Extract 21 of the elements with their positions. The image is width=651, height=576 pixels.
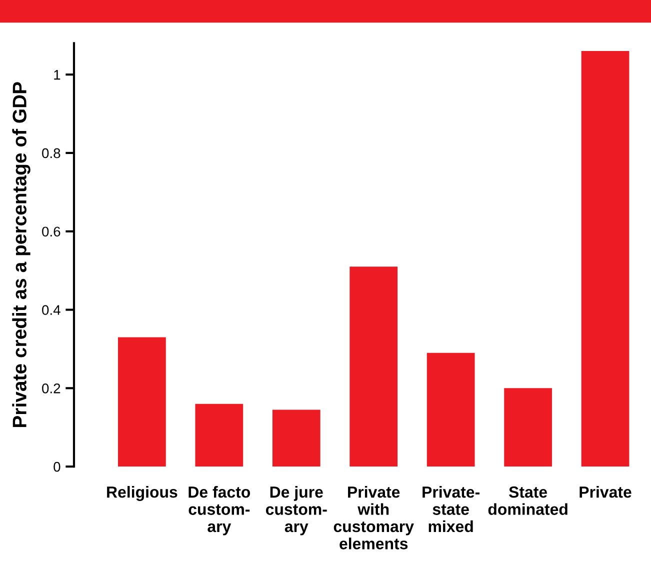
bar <box>350 266 398 467</box>
y-tick-label: 1 <box>54 70 60 80</box>
y-tick-label: 0 <box>54 462 60 472</box>
bar <box>426 352 475 467</box>
bar <box>504 388 552 467</box>
bar <box>195 404 244 467</box>
bar <box>272 410 320 467</box>
x-tick-label: De jure custom- ary <box>266 486 327 536</box>
y-tick-label: 0.4 <box>42 305 60 315</box>
x-tick-label: State dominated <box>488 486 568 515</box>
x-tick-label: Religious <box>107 486 178 501</box>
y-tick-label: 0.8 <box>42 148 60 158</box>
y-axis-title: Private credit as a percentage of GDP <box>12 82 30 428</box>
x-tick-label: Private with customary elements <box>334 486 414 550</box>
x-tick-label: Private- state mixed <box>422 486 480 532</box>
x-tick-label: Private <box>580 486 632 498</box>
x-tick-label: De facto custom- ary <box>188 486 250 536</box>
bar <box>118 337 166 467</box>
y-tick-label: 0.2 <box>42 383 60 394</box>
bar <box>581 51 630 467</box>
y-tick-label: 0.6 <box>42 226 60 237</box>
